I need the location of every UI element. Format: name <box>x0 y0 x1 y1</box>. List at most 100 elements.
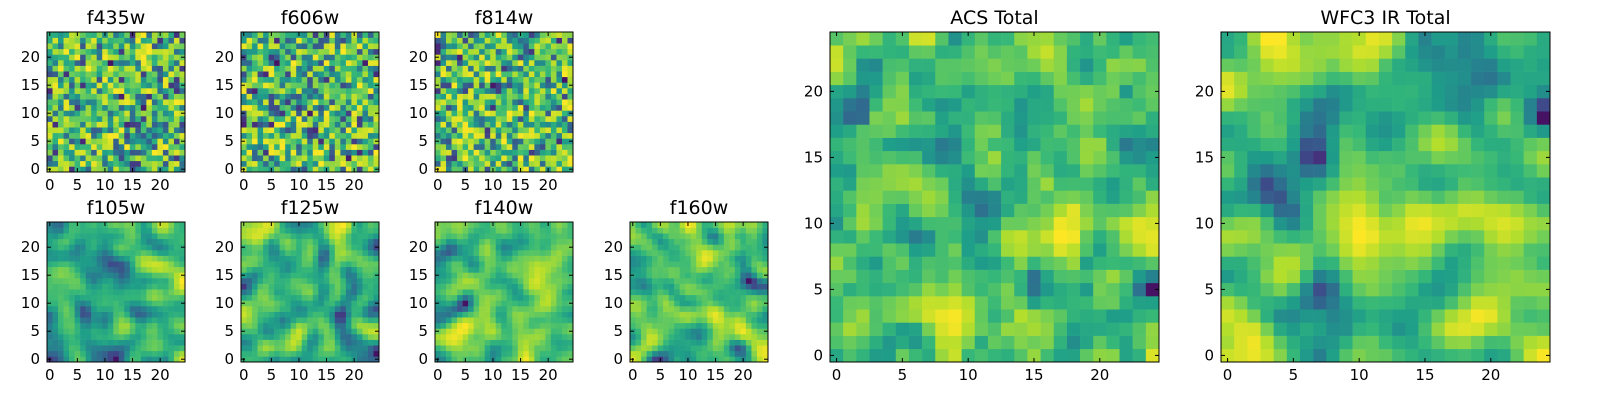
heatmap-cell <box>246 328 253 335</box>
heatmap-cell <box>135 138 142 145</box>
heatmap-cell <box>745 244 752 251</box>
heatmap-cell <box>340 65 347 72</box>
heatmap-cell <box>490 160 497 167</box>
heatmap-cell <box>490 54 497 61</box>
heatmap-cell <box>534 104 541 111</box>
heatmap-cell <box>723 278 730 284</box>
heatmap-cell <box>506 65 513 72</box>
heatmap-cell <box>47 350 53 357</box>
heatmap-cell <box>157 238 164 245</box>
heatmap-cell <box>657 294 664 301</box>
heatmap-cell <box>118 334 125 340</box>
heatmap-cell <box>751 244 758 251</box>
heatmap-cell <box>373 294 380 301</box>
heatmap-cell <box>762 278 769 284</box>
heatmap-cell <box>362 350 369 357</box>
heatmap-cell <box>451 322 458 329</box>
heatmap-cell <box>340 116 347 122</box>
heatmap-cell <box>446 227 452 234</box>
heatmap-cell <box>279 317 286 324</box>
heatmap-cell <box>241 65 247 72</box>
heatmap-cell <box>473 82 480 89</box>
heatmap-cell <box>80 121 86 128</box>
heatmap-cell <box>435 48 441 55</box>
heatmap-cell <box>539 121 546 128</box>
heatmap-cell <box>882 309 897 323</box>
heatmap-cell <box>63 238 70 245</box>
heatmap-cell <box>679 322 686 329</box>
heatmap-cell <box>869 309 883 323</box>
heatmap-cell <box>279 300 286 307</box>
heatmap-cell <box>740 339 747 346</box>
heatmap-cell <box>674 300 680 307</box>
heatmap-cell <box>334 294 341 301</box>
heatmap-cell <box>373 48 380 55</box>
heatmap-cell <box>85 250 92 256</box>
heatmap-cell <box>241 238 247 245</box>
heatmap-cell <box>545 82 552 89</box>
heatmap-cell <box>257 82 264 89</box>
heatmap-cell <box>457 110 463 117</box>
heatmap-cell <box>567 227 574 234</box>
heatmap-cell <box>556 339 563 346</box>
heatmap-cell <box>345 278 352 284</box>
heatmap-cell <box>124 356 131 363</box>
heatmap-cell <box>285 93 291 100</box>
heatmap-cell <box>479 227 485 234</box>
heatmap-cell <box>173 160 180 167</box>
heatmap-cell <box>118 339 125 346</box>
heatmap-cell <box>340 278 347 284</box>
heatmap-cell <box>140 222 147 228</box>
heatmap-cell <box>345 311 352 318</box>
heatmap-cell <box>690 289 697 296</box>
heatmap-cell <box>635 328 642 335</box>
heatmap-cell <box>674 244 680 251</box>
heatmap-cell <box>373 37 380 44</box>
heatmap-cell <box>740 311 747 318</box>
heatmap-cell <box>506 334 513 340</box>
heatmap-cell <box>446 116 452 122</box>
heatmap-cell <box>528 160 535 167</box>
heatmap-cell <box>512 322 519 329</box>
heatmap-cell <box>484 294 491 301</box>
heatmap-cell <box>657 289 664 296</box>
heatmap-cell <box>129 345 136 352</box>
heatmap-cell <box>539 266 546 273</box>
heatmap-cell <box>129 227 136 234</box>
heatmap-cell <box>301 317 308 324</box>
heatmap-cell <box>246 76 253 83</box>
heatmap-cell <box>756 300 763 307</box>
heatmap-cell <box>367 238 374 245</box>
heatmap-cell <box>107 334 114 340</box>
heatmap-cell <box>987 296 1002 310</box>
heatmap-cell <box>74 278 81 284</box>
heatmap-cell <box>168 311 175 318</box>
heatmap-cell <box>539 160 546 167</box>
heatmap-cell <box>241 339 247 346</box>
heatmap-cell <box>334 132 341 139</box>
heatmap-cell <box>495 65 502 72</box>
heatmap-cell <box>435 37 441 44</box>
heatmap-cell <box>468 272 474 279</box>
heatmap-cell <box>1027 348 1041 363</box>
heatmap-cell <box>168 339 175 346</box>
heatmap-cell <box>473 356 480 363</box>
heatmap-cell <box>701 222 708 228</box>
heatmap-cell <box>52 306 59 312</box>
heatmap-cell <box>490 60 497 66</box>
heatmap-cell <box>263 233 269 240</box>
y-tick-label: 10 <box>409 104 428 122</box>
heatmap-cell <box>556 116 563 122</box>
heatmap-cell <box>657 306 664 312</box>
heatmap-cell <box>663 311 669 318</box>
heatmap-cell <box>58 65 64 72</box>
heatmap-cell <box>756 227 763 234</box>
heatmap-cell <box>107 65 114 72</box>
heatmap-cell <box>63 127 70 134</box>
heatmap-cell <box>91 233 97 240</box>
heatmap-cell <box>446 88 452 94</box>
heatmap-cell <box>135 238 142 245</box>
heatmap-cell <box>440 82 447 89</box>
heatmap-cell <box>685 227 692 234</box>
heatmap-cell <box>252 138 258 145</box>
